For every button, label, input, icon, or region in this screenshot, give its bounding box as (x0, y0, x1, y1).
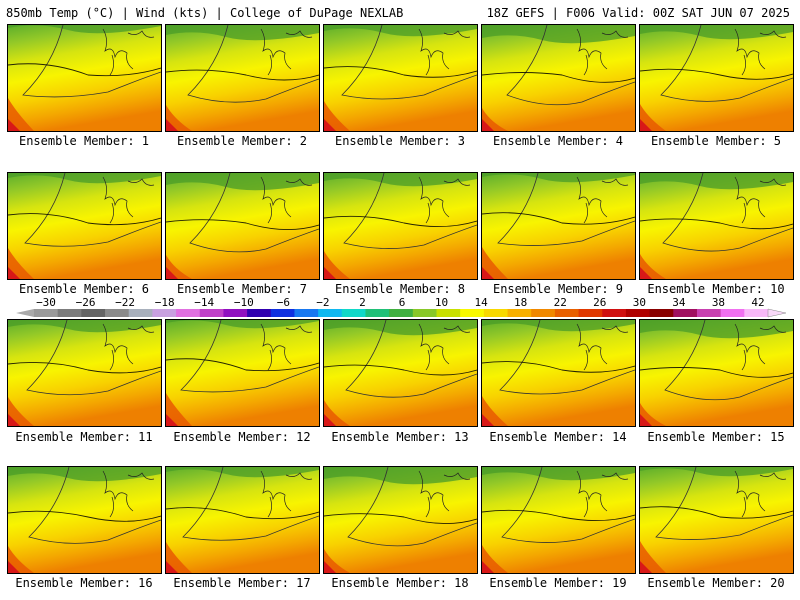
colorbar-swatch (531, 309, 556, 317)
colorbar-swatch (294, 309, 319, 317)
colorbar-swatch (318, 309, 343, 317)
ensemble-map-panel (7, 319, 162, 427)
ensemble-map-panel (165, 24, 320, 132)
ensemble-member-label: Ensemble Member: 8 (334, 282, 466, 296)
ensemble-map-panel (639, 319, 794, 427)
ensemble-member-label: Ensemble Member: 11 (15, 430, 153, 444)
ensemble-map-panel (639, 24, 794, 132)
ensemble-member-label: Ensemble Member: 6 (18, 282, 150, 296)
ensemble-member-label: Ensemble Member: 19 (489, 576, 627, 590)
colorbar-tick-label: −26 (76, 296, 96, 309)
colorbar-swatch (696, 309, 722, 317)
colorbar-swatch (223, 309, 248, 317)
ensemble-member-label: Ensemble Member: 4 (492, 134, 624, 148)
ensemble-map-panel (481, 319, 636, 427)
ensemble-map-panel (165, 319, 320, 427)
ensemble-member-label: Ensemble Member: 1 (18, 134, 150, 148)
ensemble-member-label: Ensemble Member: 10 (647, 282, 785, 296)
colorbar-tick-label: 18 (514, 296, 527, 309)
colorbar-swatch (744, 309, 769, 317)
colorbar-tick-label: 42 (751, 296, 764, 309)
ensemble-member-label: Ensemble Member: 15 (647, 430, 785, 444)
colorbar-tick-label: −2 (316, 296, 329, 309)
colorbar-swatch (389, 309, 414, 317)
ensemble-member-label: Ensemble Member: 16 (15, 576, 153, 590)
temperature-colorbar: −30 −26 −22 −18 −14 −10 −6 −2 2 6 10 14 18 22 26 30 34 38… (16, 296, 787, 318)
colorbar-tick-label: −30 (36, 296, 56, 309)
ensemble-member-label: Ensemble Member: 18 (331, 576, 469, 590)
colorbar-swatch (57, 309, 82, 317)
header-right: 18Z GEFS | F006 Valid: 00Z SAT JUN 07 20… (486, 6, 790, 20)
colorbar-swatch (649, 309, 674, 317)
colorbar-tick-label: 6 (399, 296, 406, 309)
colorbar-tick-label: −6 (277, 296, 290, 309)
ensemble-member-label: Ensemble Member: 20 (647, 576, 785, 590)
ensemble-member-label: Ensemble Member: 5 (650, 134, 782, 148)
colorbar-swatch (483, 309, 509, 317)
ensemble-map-panel (323, 172, 478, 280)
colorbar-swatch (81, 309, 106, 317)
ensemble-map-panel (7, 24, 162, 132)
ensemble-map-panel (481, 172, 636, 280)
colorbar-swatch (554, 309, 580, 317)
ensemble-map-panel (7, 172, 162, 280)
colorbar-tick-label: −14 (194, 296, 214, 309)
colorbar-swatch (128, 309, 153, 317)
colorbar-swatch (176, 309, 201, 317)
ensemble-map-panel (165, 172, 320, 280)
ensemble-map-panel (481, 466, 636, 574)
ensemble-member-label: Ensemble Member: 9 (492, 282, 624, 296)
ensemble-map-panel (7, 466, 162, 574)
colorbar-swatch (152, 309, 177, 317)
ensemble-member-label: Ensemble Member: 17 (173, 576, 311, 590)
colorbar-tick-label: −18 (155, 296, 175, 309)
colorbar-left-arrow (16, 309, 34, 317)
colorbar-swatch (720, 309, 745, 317)
ensemble-map-panel (323, 319, 478, 427)
colorbar-swatch (460, 309, 485, 317)
ensemble-member-label: Ensemble Member: 2 (176, 134, 308, 148)
ensemble-map-panel (639, 172, 794, 280)
ensemble-member-label: Ensemble Member: 14 (489, 430, 627, 444)
colorbar-tick-label: 38 (712, 296, 725, 309)
colorbar-swatch (105, 309, 130, 317)
colorbar-tick-label: 22 (554, 296, 567, 309)
colorbar-tick-label: −22 (115, 296, 135, 309)
colorbar-swatch (270, 309, 295, 317)
ensemble-member-label: Ensemble Member: 7 (176, 282, 308, 296)
colorbar-tick-label: 26 (593, 296, 606, 309)
ensemble-member-label: Ensemble Member: 12 (173, 430, 311, 444)
colorbar-right-arrow (767, 308, 787, 318)
colorbar-swatch (625, 309, 651, 317)
colorbar-swatch (341, 309, 366, 317)
colorbar-swatch (199, 309, 224, 317)
colorbar-tick-label: 34 (672, 296, 686, 309)
colorbar-swatch (365, 309, 390, 317)
colorbar-swatch (578, 309, 603, 317)
ensemble-map-panel (323, 24, 478, 132)
colorbar-swatch (673, 309, 698, 317)
ensemble-member-label: Ensemble Member: 13 (331, 430, 469, 444)
colorbar-tick-label: 2 (359, 296, 366, 309)
colorbar-swatch (436, 309, 461, 317)
colorbar-swatch (34, 309, 59, 317)
colorbar-swatch (507, 309, 532, 317)
ensemble-map-panel (323, 466, 478, 574)
ensemble-map-panel (639, 466, 794, 574)
ensemble-map-panel (165, 466, 320, 574)
header-left: 850mb Temp (°C) | Wind (kts) | College o… (6, 6, 404, 20)
ensemble-member-label: Ensemble Member: 3 (334, 134, 466, 148)
ensemble-map-panel (481, 24, 636, 132)
colorbar-tick-label: −10 (234, 296, 254, 309)
colorbar-swatch (247, 309, 272, 317)
colorbar-tick-label: 10 (435, 296, 448, 309)
colorbar-tick-label: 14 (474, 296, 488, 309)
colorbar-swatch (602, 309, 627, 317)
colorbar-tick-label: 30 (633, 296, 646, 309)
colorbar-swatch (412, 309, 438, 317)
